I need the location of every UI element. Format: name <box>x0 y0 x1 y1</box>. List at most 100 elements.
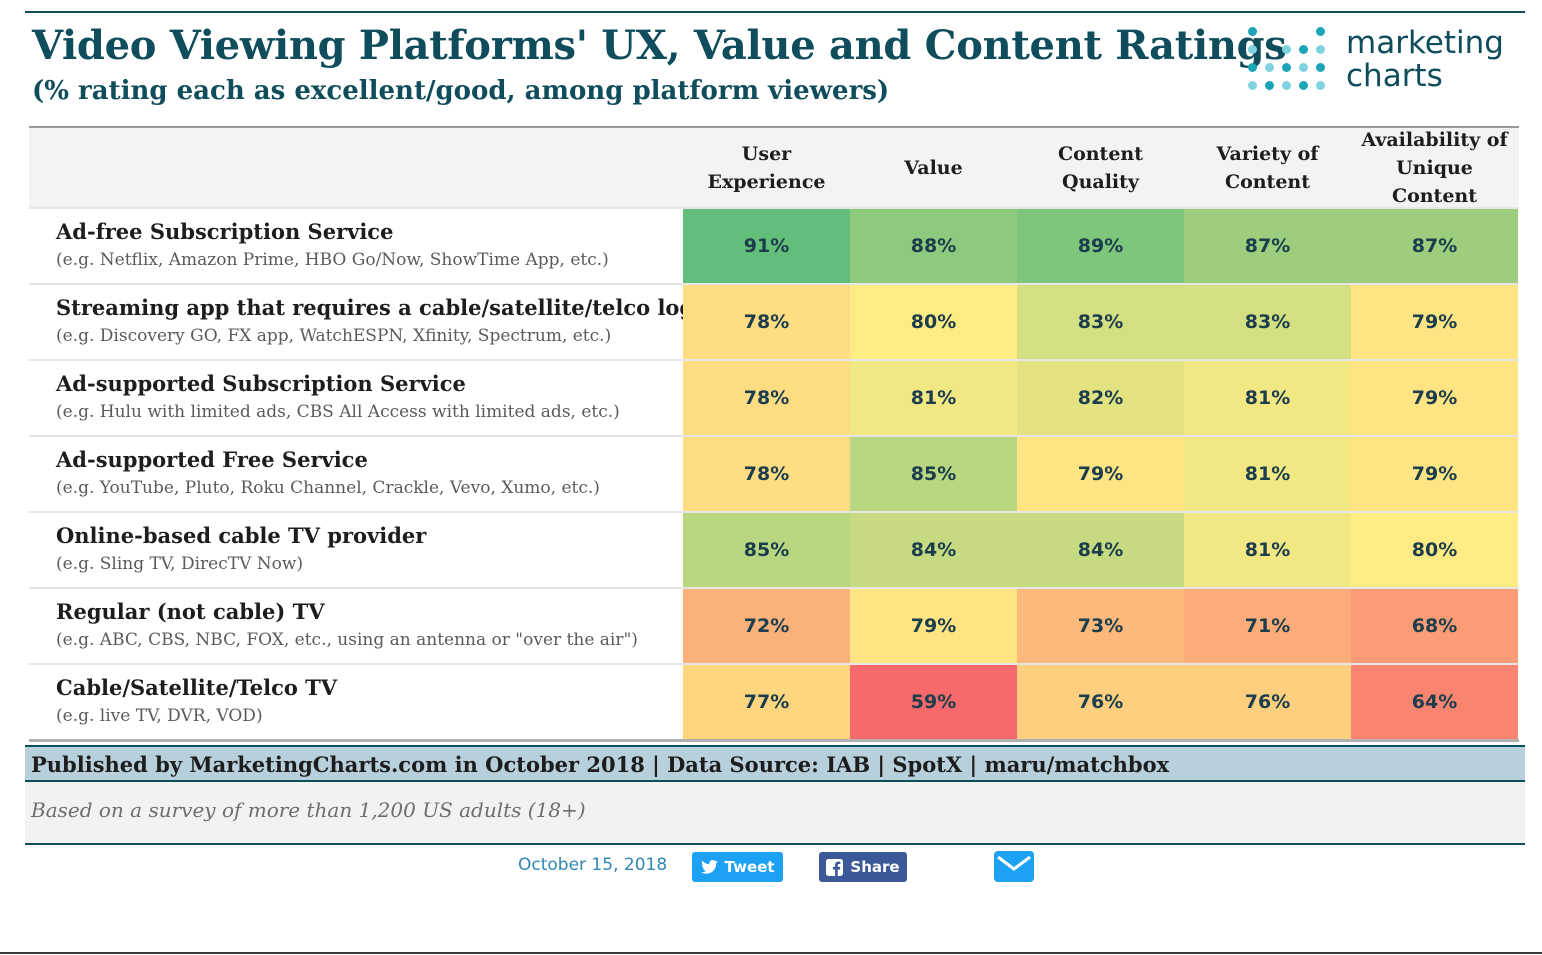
row-label: Online-based cable TV provider (e.g. Slin… <box>56 523 676 574</box>
logo-dot <box>1316 63 1325 72</box>
rating-cell: 76% <box>1184 665 1351 739</box>
column-header-line: Unique Content <box>1391 156 1478 207</box>
rating-cell: 79% <box>1351 361 1518 435</box>
published-bar: Published by MarketingCharts.com in Octo… <box>25 745 1525 782</box>
email-icon[interactable] <box>994 851 1034 882</box>
rating-cell: 88% <box>850 209 1017 283</box>
logo-dot <box>1299 81 1308 90</box>
published-text: Published by MarketingCharts.com in Octo… <box>31 752 1170 777</box>
logo-dot <box>1316 81 1325 90</box>
row-label: Ad-supported Free Service (e.g. YouTube, … <box>56 447 676 498</box>
post-date[interactable]: October 15, 2018 <box>518 855 668 875</box>
logo-dot <box>1282 63 1291 72</box>
platform-examples: (e.g. ABC, CBS, NBC, FOX, etc., using an… <box>56 630 638 650</box>
logo-dots-icon <box>1248 27 1330 99</box>
rating-cell: 79% <box>1351 285 1518 359</box>
column-header: Value <box>850 128 1017 207</box>
row-label: Regular (not cable) TV (e.g. ABC, CBS, NB… <box>56 599 676 650</box>
tweet-button[interactable]: Tweet <box>692 852 783 882</box>
rating-cell: 85% <box>850 437 1017 511</box>
rating-cell: 80% <box>1351 513 1518 587</box>
table-row: Ad-supported Subscription Service (e.g. H… <box>29 359 1519 435</box>
table-row: Cable/Satellite/Telco TV (e.g. live TV, D… <box>29 663 1519 739</box>
chart-subtitle: (% rating each as excellent/good, among … <box>32 76 890 106</box>
rating-cell: 79% <box>1351 437 1518 511</box>
platform-examples: (e.g. Discovery GO, FX app, WatchESPN, X… <box>56 326 612 346</box>
chart-title: Video Viewing Platforms' UX, Value and C… <box>32 22 1287 69</box>
rating-cell: 81% <box>1184 361 1351 435</box>
logo-dot <box>1248 81 1257 90</box>
column-header: User Experience <box>683 128 850 207</box>
rating-cell: 91% <box>683 209 850 283</box>
logo-line-2: charts <box>1346 58 1443 94</box>
rating-cell: 81% <box>1184 437 1351 511</box>
column-header: Availability of Unique Content <box>1351 128 1518 207</box>
platform-examples: (e.g. YouTube, Pluto, Roku Channel, Crac… <box>56 478 600 498</box>
platform-name: Regular (not cable) TV <box>56 599 325 624</box>
rating-cell: 83% <box>1017 285 1184 359</box>
rating-cell: 84% <box>850 513 1017 587</box>
rating-cell: 76% <box>1017 665 1184 739</box>
column-header-line: User <box>741 142 792 165</box>
top-rule <box>25 11 1525 13</box>
column-header-line: Experience <box>707 170 826 193</box>
rating-cell: 64% <box>1351 665 1518 739</box>
row-label: Ad-supported Subscription Service (e.g. H… <box>56 371 676 422</box>
rating-cell: 87% <box>1351 209 1518 283</box>
table-row: Streaming app that requires a cable/sate… <box>29 283 1519 359</box>
facebook-share-button[interactable]: Share <box>819 852 907 882</box>
table-row: Online-based cable TV provider (e.g. Slin… <box>29 511 1519 587</box>
rating-cell: 81% <box>850 361 1017 435</box>
table-head-rule <box>29 126 1519 128</box>
logo-line-1: marketing <box>1346 25 1504 61</box>
platform-examples: (e.g. live TV, DVR, VOD) <box>56 706 263 726</box>
rating-cell: 59% <box>850 665 1017 739</box>
rating-cell: 82% <box>1017 361 1184 435</box>
table-header: User Experience Value Content Quality Variet… <box>29 128 1519 207</box>
platform-examples: (e.g. Netflix, Amazon Prime, HBO Go/Now,… <box>56 250 609 270</box>
platform-examples: (e.g. Hulu with limited ads, CBS All Acc… <box>56 402 620 422</box>
share-label: Share <box>850 858 900 876</box>
facebook-icon <box>826 858 844 876</box>
row-label: Cable/Satellite/Telco TV (e.g. live TV, D… <box>56 675 676 726</box>
logo-dot <box>1265 81 1274 90</box>
column-header-line: Content <box>1224 170 1311 193</box>
platform-examples: (e.g. Sling TV, DirecTV Now) <box>56 554 304 574</box>
table-row: Regular (not cable) TV (e.g. ABC, CBS, NB… <box>29 587 1519 663</box>
table-row: Ad-supported Free Service (e.g. YouTube, … <box>29 435 1519 511</box>
rating-cell: 85% <box>683 513 850 587</box>
column-header-line: Variety of <box>1216 142 1319 165</box>
table-body: Ad-free Subscription Service (e.g. Netfli… <box>29 207 1519 739</box>
rating-cell: 78% <box>683 361 850 435</box>
platform-name: Ad-free Subscription Service <box>56 219 394 244</box>
logo-dot <box>1316 27 1325 36</box>
logo-dot <box>1316 45 1325 54</box>
logo-dot <box>1248 45 1257 54</box>
logo-dot <box>1248 63 1257 72</box>
rating-cell: 83% <box>1184 285 1351 359</box>
platform-name: Online-based cable TV provider <box>56 523 427 548</box>
survey-note-bar: Based on a survey of more than 1,200 US … <box>25 782 1525 845</box>
logo-dot <box>1282 45 1291 54</box>
rating-cell: 81% <box>1184 513 1351 587</box>
logo-text: marketing charts <box>1346 27 1504 93</box>
bottom-rule <box>0 952 1542 954</box>
rating-cell: 71% <box>1184 589 1351 663</box>
platform-name: Cable/Satellite/Telco TV <box>56 675 338 700</box>
survey-note: Based on a survey of more than 1,200 US … <box>31 798 586 822</box>
row-label: Streaming app that requires a cable/sate… <box>56 295 717 346</box>
column-header-line: Value <box>904 156 963 179</box>
ratings-table: User Experience Value Content Quality Variet… <box>29 126 1519 742</box>
rating-cell: 79% <box>1017 437 1184 511</box>
logo-dot <box>1299 63 1308 72</box>
rating-cell: 72% <box>683 589 850 663</box>
rating-cell: 89% <box>1017 209 1184 283</box>
table-row: Ad-free Subscription Service (e.g. Netfli… <box>29 207 1519 283</box>
rating-cell: 68% <box>1351 589 1518 663</box>
rating-cell: 78% <box>683 437 850 511</box>
rating-cell: 77% <box>683 665 850 739</box>
table-bottom-rule <box>29 739 1519 742</box>
platform-name: Ad-supported Free Service <box>56 447 368 472</box>
logo-dot <box>1282 81 1291 90</box>
marketing-charts-logo[interactable]: marketing charts <box>1248 27 1518 99</box>
